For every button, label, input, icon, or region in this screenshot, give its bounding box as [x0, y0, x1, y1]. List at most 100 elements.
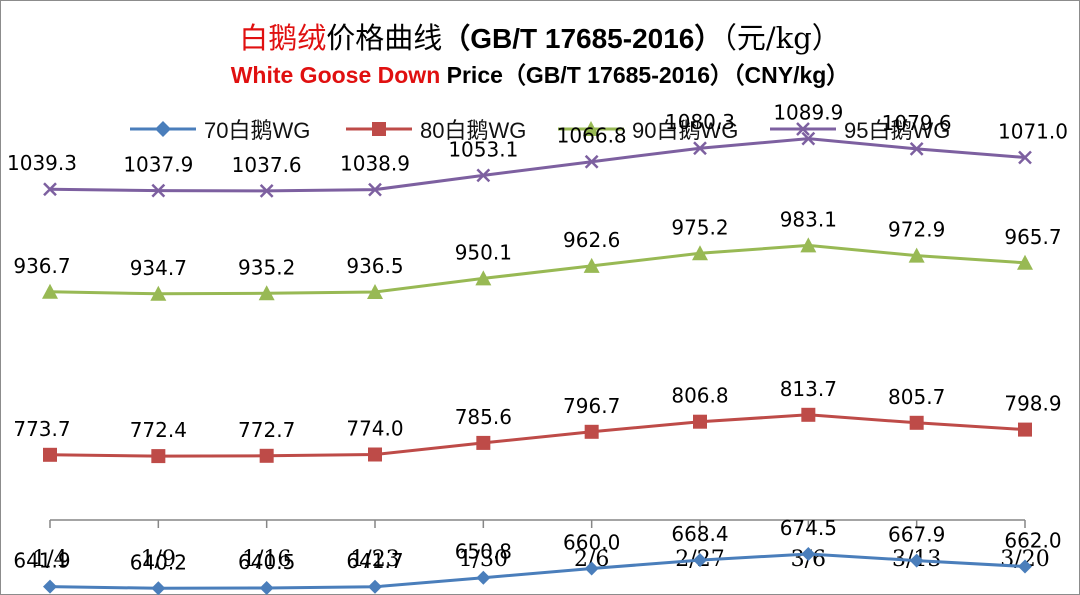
- data-point: [368, 579, 382, 594]
- title-cn-unit: （元/kg）: [722, 21, 841, 55]
- series-line: [49, 243, 1026, 296]
- data-point: [693, 414, 707, 429]
- data-point: [583, 257, 600, 273]
- x-tick-label: 1/23: [350, 547, 399, 572]
- title-en-black: Price（GB/T 17685-2016）（CNY/kg）: [440, 62, 850, 88]
- data-point: [259, 448, 274, 463]
- legend-label-90: 90白鹅WG: [632, 118, 739, 143]
- data-label: 806.8: [671, 384, 728, 408]
- data-point: [151, 449, 166, 464]
- legend-label-95: 95白鹅WG: [844, 118, 951, 143]
- data-point: [909, 415, 924, 430]
- data-point: [800, 237, 817, 253]
- data-label: 935.2: [238, 255, 295, 279]
- data-label: 1037.9: [123, 153, 193, 177]
- data-point: [584, 424, 599, 439]
- data-label: 975.2: [671, 215, 728, 239]
- data-point: [476, 168, 491, 183]
- data-label: 936.7: [13, 254, 70, 278]
- data-point: [801, 407, 816, 422]
- data-label: 813.7: [780, 377, 837, 401]
- legend-item-70: 70白鹅WG: [130, 112, 310, 146]
- data-label: 660.0: [563, 531, 620, 555]
- data-label: 667.9: [888, 523, 945, 547]
- data-label: 1038.9: [340, 152, 410, 176]
- x-tick-label: 1/16: [242, 547, 291, 572]
- data-label: 640.2: [130, 550, 187, 574]
- data-label: 983.1: [780, 207, 837, 231]
- legend-label-80: 80白鹅WG: [420, 118, 527, 143]
- data-point: [259, 184, 274, 198]
- data-label: 640.5: [238, 550, 295, 574]
- data-point: [693, 553, 707, 568]
- series-1: 641.9 640.2 640.5 641.7 650.8 660.0 668.4 674.5…: [13, 516, 1062, 595]
- data-label: 934.7: [130, 256, 187, 280]
- data-label: 662.0: [1004, 529, 1061, 553]
- data-label: 772.7: [238, 418, 295, 442]
- x-tick-label: 1/9: [141, 547, 176, 572]
- data-label: 805.7: [888, 385, 945, 409]
- data-label: 972.9: [888, 218, 945, 242]
- data-point: [1018, 559, 1032, 574]
- series-3: 936.7 934.7 935.2 936.5 950.1 962.6 975.2 983.1…: [13, 207, 1062, 301]
- data-label: 965.7: [1004, 225, 1061, 249]
- title-en-red: White Goose Down: [230, 62, 441, 88]
- data-point: [42, 283, 58, 299]
- data-point: [801, 131, 816, 146]
- x-tick-label: 1/30: [459, 547, 508, 572]
- data-label: 962.6: [563, 228, 620, 252]
- legend-item-80: 80白鹅WG: [346, 112, 526, 146]
- title-cn-red: 白鹅绒: [239, 21, 327, 55]
- data-label: 950.1: [455, 240, 512, 264]
- data-label: 773.7: [13, 417, 70, 441]
- data-label: 1079.6: [882, 111, 952, 135]
- series-line: [49, 413, 1026, 458]
- x-tick-label: 1/4: [32, 547, 67, 572]
- data-label: 1066.8: [557, 124, 627, 148]
- data-label: 1071.0: [998, 120, 1068, 144]
- data-label: 774.0: [346, 417, 403, 441]
- data-point: [476, 570, 491, 585]
- data-point: [258, 285, 275, 301]
- data-point: [259, 581, 274, 595]
- data-point: [43, 447, 57, 462]
- legend-marker-triangle-icon: [558, 121, 624, 136]
- data-label: 1039.3: [7, 151, 77, 175]
- legend-marker-square-icon: [346, 122, 412, 136]
- data-point: [584, 154, 599, 169]
- chart-title-cn: 白鹅绒价格曲线（GB/T 17685-2016）（元/kg）: [0, 21, 1080, 55]
- data-point: [1017, 254, 1033, 270]
- data-point: [801, 547, 816, 561]
- data-label: 641.7: [346, 549, 403, 573]
- series-4: 1039.3 1037.9 1037.6 1038.9 1053.1 1066.8 1080…: [7, 101, 1068, 198]
- legend-label-70: 70白鹅WG: [204, 118, 311, 143]
- title-cn-standard: （GB/T 17685-2016）: [442, 23, 723, 54]
- data-label: 772.4: [130, 418, 187, 442]
- data-label: 1053.1: [448, 137, 518, 161]
- data-point: [151, 581, 166, 595]
- chart-title-en: White Goose Down Price（GB/T 17685-2016）（…: [0, 62, 1080, 90]
- legend-item-95: 95白鹅WG: [770, 112, 950, 146]
- data-point: [368, 182, 382, 197]
- series-2: 773.7 772.4 772.7 774.0 785.6 796.7 806.8 813.7…: [13, 377, 1062, 464]
- legend-marker-diamond-icon: [130, 121, 196, 137]
- data-point: [368, 447, 382, 462]
- data-point: [909, 142, 924, 156]
- data-point: [692, 245, 708, 261]
- data-label: 674.5: [780, 516, 837, 540]
- data-point: [475, 270, 492, 286]
- data-point: [909, 553, 924, 568]
- data-label: 641.9: [13, 549, 70, 573]
- series-line: [49, 137, 1026, 193]
- series-line: [49, 552, 1026, 590]
- chart-legend: 70白鹅WG 80白鹅WG 90白鹅WG 95白鹅WG: [118, 112, 978, 146]
- data-point: [150, 285, 167, 301]
- data-point: [693, 141, 707, 156]
- data-label: 650.8: [455, 540, 512, 564]
- legend-marker-x-icon: [770, 122, 836, 136]
- data-label: 1080.3: [665, 110, 735, 134]
- data-label: 798.9: [1004, 392, 1061, 416]
- data-point: [584, 561, 599, 576]
